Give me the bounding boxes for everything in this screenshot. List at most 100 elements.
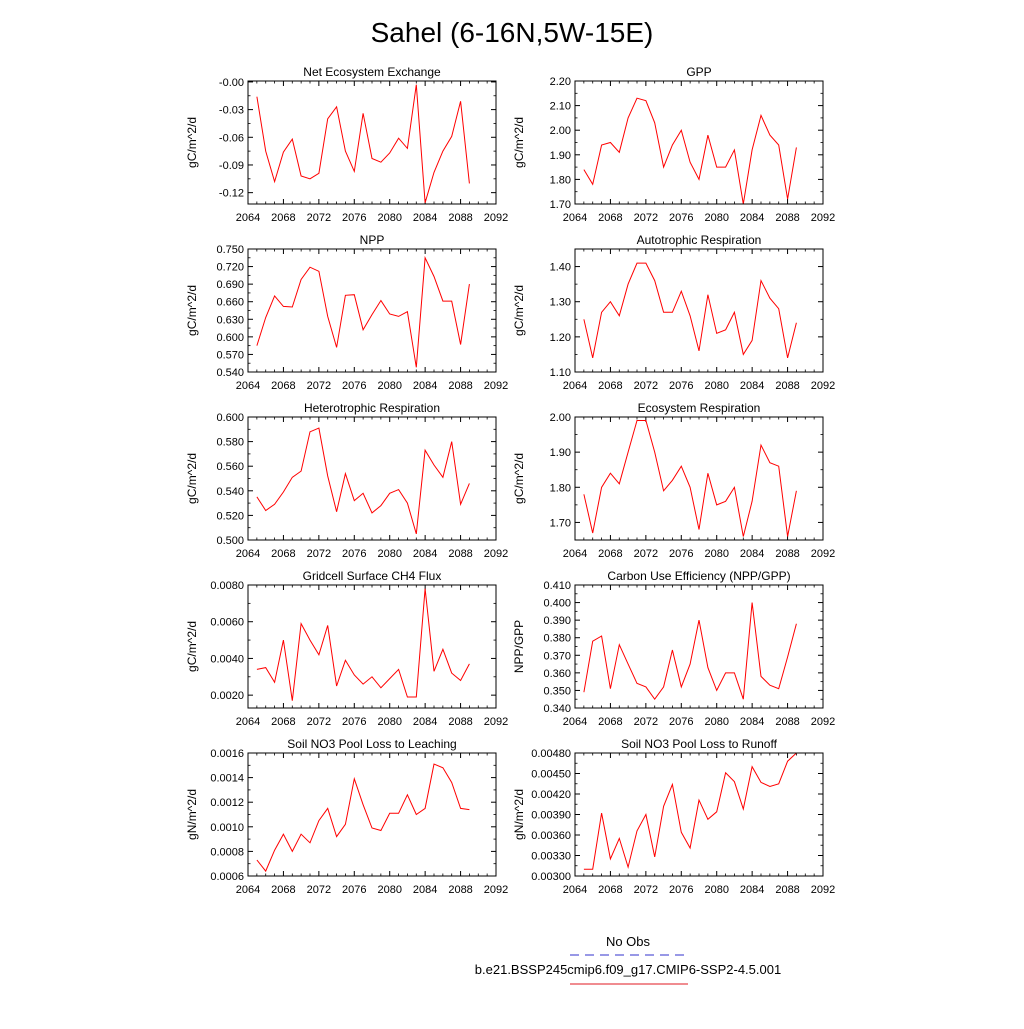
y-tick-label: -0.06: [219, 132, 244, 144]
chart-panel: Gridcell Surface CH4 Flux gC/m^2/d 2064 206…: [185, 569, 508, 728]
chart-panel: NPP gC/m^2/d 2064 2068 2072 2076 2080 2084 2088 2…: [185, 233, 508, 392]
plot-frame: [247, 584, 497, 709]
plot-frame: [574, 80, 824, 205]
x-tick-label: 2076: [669, 884, 693, 896]
y-tick-label: 2.10: [550, 101, 571, 113]
y-axis-label: gC/m^2/d: [185, 453, 199, 504]
y-tick-label: -0.09: [219, 160, 244, 172]
y-tick-label: 0.560: [216, 461, 244, 473]
y-tick-label: 0.0016: [210, 748, 244, 760]
x-tick-label: 2092: [484, 548, 508, 560]
x-tick-label: 2072: [634, 548, 658, 560]
x-tick-label: 2064: [236, 212, 260, 224]
series-line: [583, 420, 797, 537]
x-tick-label: 2072: [307, 716, 331, 728]
y-tick-label: 1.70: [550, 517, 571, 529]
x-tick-label: 2080: [704, 716, 728, 728]
y-tick-label: 0.00450: [531, 769, 571, 781]
y-tick-label: -0.00: [219, 77, 244, 89]
plot-frame: [574, 416, 824, 541]
panel-title: Autotrophic Respiration: [637, 233, 762, 247]
x-tick-label: 2068: [271, 884, 295, 896]
x-tick-label: 2088: [448, 380, 472, 392]
y-axis-label: gC/m^2/d: [185, 285, 199, 336]
x-tick-label: 2064: [563, 716, 587, 728]
x-tick-label: 2068: [271, 380, 295, 392]
y-tick-label: 1.10: [550, 367, 571, 379]
y-tick-label: -0.12: [219, 188, 244, 200]
x-tick-label: 2072: [634, 380, 658, 392]
chart-panel: GPP gC/m^2/d 2064 2068 2072 2076 2080 2084 2088 2…: [512, 65, 835, 224]
y-tick-label: 0.00390: [531, 810, 571, 822]
y-tick-label: 0.410: [543, 580, 571, 592]
x-tick-label: 2088: [775, 548, 799, 560]
plot-frame: [574, 752, 824, 877]
y-tick-label: 0.0020: [210, 690, 244, 702]
y-tick-label: 0.500: [216, 535, 244, 547]
legend-obs-label: No Obs: [606, 934, 651, 949]
y-tick-label: 0.540: [216, 367, 244, 379]
x-tick-label: 2064: [563, 212, 587, 224]
y-axis-label: gN/m^2/d: [512, 789, 526, 840]
panel-title: Gridcell Surface CH4 Flux: [303, 569, 442, 583]
y-tick-label: 0.630: [216, 314, 244, 326]
x-tick-label: 2088: [448, 884, 472, 896]
x-tick-label: 2064: [236, 716, 260, 728]
y-tick-label: 0.580: [216, 437, 244, 449]
x-tick-label: 2084: [740, 884, 764, 896]
x-tick-label: 2076: [342, 212, 366, 224]
x-tick-label: 2084: [740, 548, 764, 560]
x-tick-label: 2092: [811, 884, 835, 896]
panel-title: Soil NO3 Pool Loss to Leaching: [287, 737, 456, 751]
y-tick-label: 0.00480: [531, 748, 571, 760]
y-tick-label: 2.00: [550, 125, 571, 137]
x-tick-label: 2068: [598, 716, 622, 728]
x-tick-label: 2088: [775, 380, 799, 392]
series-line: [256, 84, 470, 203]
y-tick-label: 0.0060: [210, 617, 244, 629]
y-tick-label: 0.390: [543, 615, 571, 627]
x-tick-label: 2080: [704, 548, 728, 560]
x-tick-label: 2084: [740, 212, 764, 224]
x-tick-label: 2084: [413, 884, 437, 896]
series-line: [256, 427, 470, 535]
x-tick-label: 2084: [413, 212, 437, 224]
y-tick-label: 0.750: [216, 244, 244, 256]
plot-frame: [247, 416, 497, 541]
x-tick-label: 2080: [377, 212, 401, 224]
y-axis-label: gN/m^2/d: [185, 789, 199, 840]
x-tick-label: 2088: [775, 212, 799, 224]
x-tick-label: 2080: [377, 716, 401, 728]
y-tick-label: 0.0012: [210, 797, 244, 809]
x-tick-label: 2072: [634, 212, 658, 224]
y-tick-label: 1.20: [550, 332, 571, 344]
plot-frame: [247, 248, 497, 373]
y-tick-label: 1.80: [550, 482, 571, 494]
y-tick-label: 1.30: [550, 297, 571, 309]
x-tick-label: 2084: [413, 548, 437, 560]
x-tick-label: 2088: [448, 716, 472, 728]
x-tick-label: 2068: [598, 380, 622, 392]
y-axis-label: gC/m^2/d: [185, 621, 199, 672]
y-tick-label: 0.720: [216, 262, 244, 274]
series-line: [256, 763, 470, 873]
y-tick-label: 1.80: [550, 174, 571, 186]
y-axis-label: gC/m^2/d: [512, 453, 526, 504]
x-tick-label: 2064: [563, 548, 587, 560]
x-tick-label: 2076: [342, 548, 366, 560]
y-tick-label: 0.600: [216, 412, 244, 424]
x-tick-label: 2080: [704, 884, 728, 896]
x-tick-label: 2084: [413, 380, 437, 392]
x-tick-label: 2076: [669, 548, 693, 560]
series-line: [583, 602, 797, 701]
panel-title: GPP: [686, 65, 711, 79]
y-axis-label: gC/m^2/d: [512, 285, 526, 336]
chart-panel: Soil NO3 Pool Loss to Leaching gN/m^2/d 20…: [185, 737, 508, 896]
y-axis-label: gC/m^2/d: [185, 117, 199, 168]
panel-title: Carbon Use Efficiency (NPP/GPP): [607, 569, 790, 583]
y-tick-label: 0.540: [216, 486, 244, 498]
x-tick-label: 2068: [271, 212, 295, 224]
x-tick-label: 2072: [307, 884, 331, 896]
legend: No Obs b.e21.BSSP245cmip6.f09_g17.CMIP6-…: [475, 934, 781, 985]
